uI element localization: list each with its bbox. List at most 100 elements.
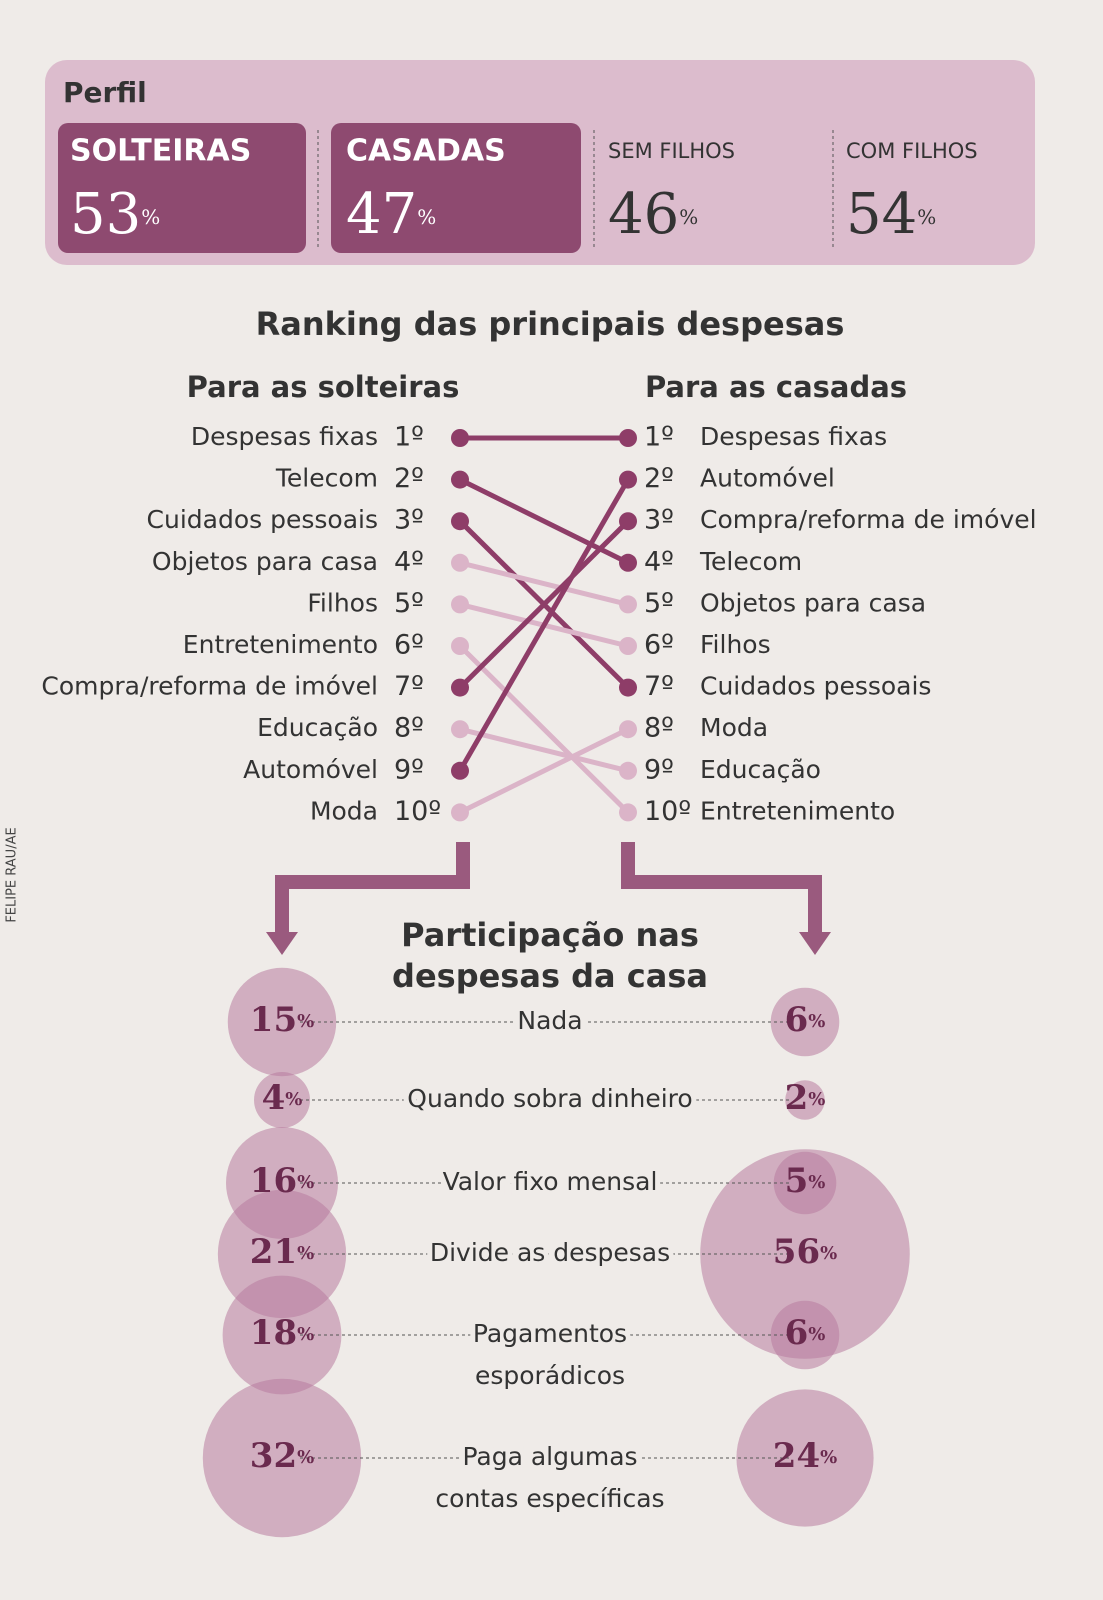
right-dot bbox=[619, 803, 637, 822]
bubble-label: 5% bbox=[785, 1161, 826, 1201]
right-dot bbox=[619, 595, 637, 614]
row-label: Nada bbox=[517, 1006, 582, 1035]
right-rank: 9º bbox=[644, 754, 674, 785]
bubbles bbox=[202, 967, 910, 1538]
left-label: Despesas fixas bbox=[191, 422, 378, 451]
right-label: Automóvel bbox=[700, 464, 835, 493]
right-dot bbox=[619, 553, 637, 572]
left-label: Filhos bbox=[307, 588, 378, 617]
bubble-unit: % bbox=[808, 1011, 825, 1032]
row-label: contas específicas bbox=[435, 1484, 664, 1513]
bubble bbox=[700, 1149, 910, 1359]
row-label: Paga algumas bbox=[462, 1442, 637, 1471]
right-dot bbox=[619, 720, 637, 739]
ranking-title: Ranking das principais despesas bbox=[256, 305, 845, 343]
bubble bbox=[254, 1072, 310, 1128]
left-label: Compra/reforma de imóvel bbox=[41, 672, 378, 701]
bubble-unit: % bbox=[808, 1324, 825, 1345]
bubble-unit: % bbox=[808, 1089, 825, 1110]
right-dot bbox=[619, 761, 637, 780]
bubble-label: 24% bbox=[773, 1436, 837, 1476]
row-label: Valor fixo mensal bbox=[443, 1167, 658, 1196]
right-dot bbox=[619, 470, 637, 489]
rank-link bbox=[458, 644, 630, 815]
bubble-number: 56 bbox=[773, 1232, 820, 1272]
right-rank: 5º bbox=[644, 588, 674, 619]
left-rank: 7º bbox=[394, 671, 424, 702]
row-label: Quando sobra dinheiro bbox=[407, 1084, 692, 1113]
profile-unit: % bbox=[141, 205, 160, 229]
bubble-unit: % bbox=[297, 1324, 314, 1345]
left-rank: 6º bbox=[394, 630, 424, 661]
bubble-unit: % bbox=[808, 1172, 825, 1193]
right-dot bbox=[619, 678, 637, 697]
bubble-number: 6 bbox=[785, 1313, 809, 1353]
arrow bbox=[621, 842, 822, 935]
right-label: Despesas fixas bbox=[700, 422, 887, 451]
left-dot bbox=[451, 761, 469, 780]
bubble bbox=[770, 1300, 840, 1370]
bubble-label: 18% bbox=[250, 1313, 314, 1353]
profile-unit: % bbox=[417, 205, 436, 229]
bubble-number: 16 bbox=[250, 1161, 297, 1201]
left-label: Telecom bbox=[275, 464, 378, 493]
profile-number: 53 bbox=[70, 182, 141, 247]
bubble-unit: % bbox=[297, 1447, 314, 1468]
left-dot bbox=[451, 678, 469, 697]
left-label: Entretenimento bbox=[183, 630, 378, 659]
left-label: Moda bbox=[310, 796, 378, 825]
bubble bbox=[222, 1275, 342, 1395]
profile-number: 46 bbox=[608, 182, 679, 247]
right-title: Para as casadas bbox=[645, 370, 907, 404]
left-rank: 9º bbox=[394, 754, 424, 785]
left-dot bbox=[451, 637, 469, 655]
profile-label: COM FILHOS bbox=[846, 139, 978, 163]
left-dot bbox=[451, 803, 469, 822]
bubble-label: 15% bbox=[250, 1000, 314, 1040]
profile-label: SOLTEIRAS bbox=[70, 134, 251, 169]
bubble-number: 2 bbox=[785, 1078, 809, 1118]
bubble-unit: % bbox=[820, 1447, 837, 1468]
right-rank: 1º bbox=[644, 422, 674, 453]
bubble bbox=[736, 1389, 874, 1527]
bubble-label: 21% bbox=[250, 1232, 314, 1272]
rank-link bbox=[459, 726, 629, 774]
right-label: Moda bbox=[700, 713, 768, 742]
left-dot bbox=[451, 512, 469, 531]
profile-unit: % bbox=[679, 205, 698, 229]
rank-link bbox=[457, 478, 631, 773]
right-dot bbox=[619, 637, 637, 655]
bubble-label: 32% bbox=[250, 1436, 314, 1476]
left-dot bbox=[451, 429, 469, 447]
profile-label: CASADAS bbox=[346, 134, 506, 169]
credit: FELIPE RAU/AE bbox=[5, 827, 20, 922]
profile-value: 46% bbox=[608, 182, 698, 247]
arrow bbox=[275, 842, 470, 935]
bubble bbox=[770, 987, 840, 1057]
left-rank: 5º bbox=[394, 588, 424, 619]
bubble-label: 2% bbox=[785, 1078, 826, 1118]
bubble bbox=[227, 967, 337, 1077]
rank-link bbox=[458, 726, 630, 815]
left-rank: 2º bbox=[394, 463, 424, 494]
profile-label: SEM FILHOS bbox=[608, 139, 735, 163]
row-label: esporádicos bbox=[475, 1361, 625, 1390]
bubble-number: 32 bbox=[250, 1436, 297, 1476]
profile-value: 53% bbox=[70, 182, 160, 247]
profile-number: 47 bbox=[346, 182, 417, 247]
left-dot bbox=[451, 595, 469, 614]
row-label: Pagamentos bbox=[473, 1319, 627, 1348]
bubble-number: 24 bbox=[773, 1436, 820, 1476]
right-label: Filhos bbox=[700, 630, 771, 659]
bubble-number: 18 bbox=[250, 1313, 297, 1353]
bubble-label: 56% bbox=[773, 1232, 837, 1272]
row-label: Divide as despesas bbox=[430, 1238, 670, 1267]
profile-value: 54% bbox=[846, 182, 936, 247]
arrowhead bbox=[266, 932, 298, 955]
right-rank: 6º bbox=[644, 630, 674, 661]
bubble-unit: % bbox=[297, 1243, 314, 1264]
left-rank: 8º bbox=[394, 713, 424, 744]
profile-box bbox=[331, 123, 581, 253]
